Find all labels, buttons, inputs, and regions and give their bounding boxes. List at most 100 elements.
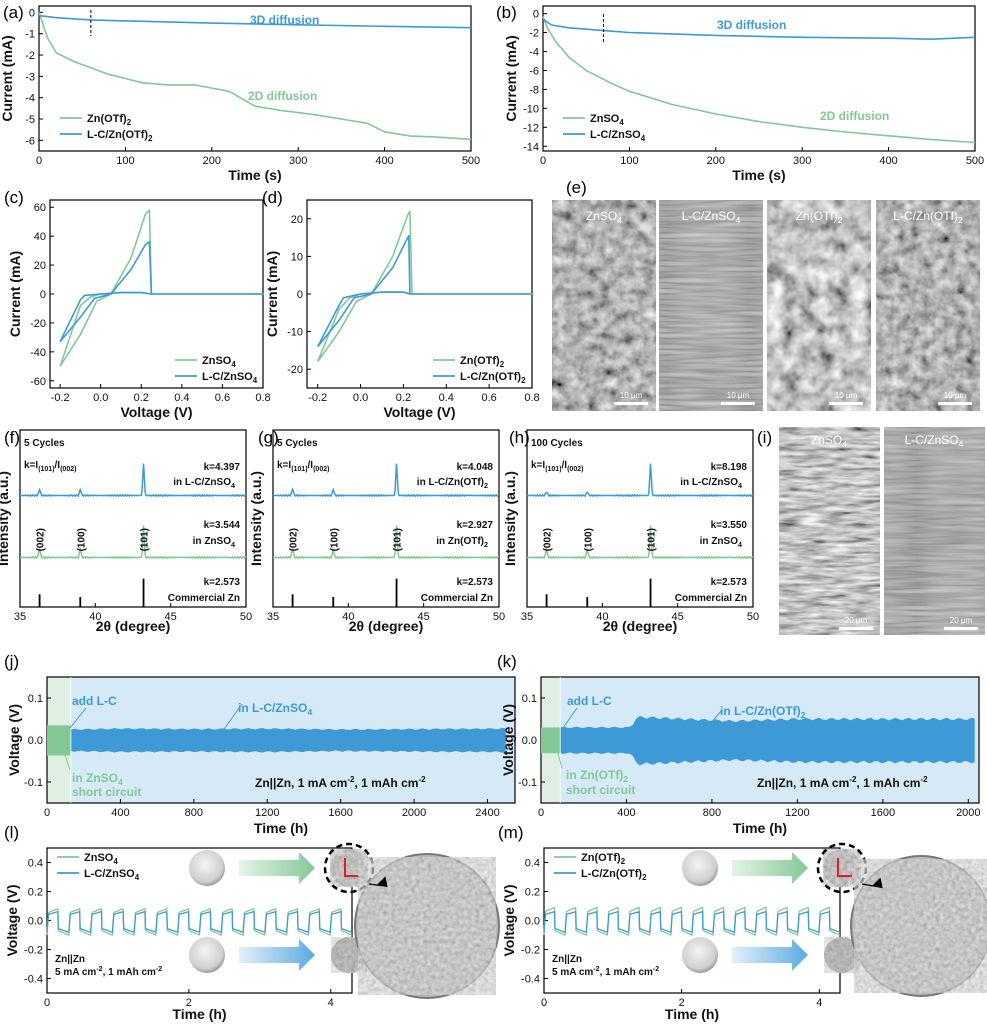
m-arrow-blue	[732, 939, 808, 971]
d-ylabel: Current (mA)	[264, 251, 280, 337]
l-coin-before-top	[189, 850, 225, 886]
h-bot-label: Commercial Zn	[675, 593, 747, 604]
g-k-mid: k=2.927	[457, 520, 494, 531]
f-in-mid-sub: 4	[231, 540, 235, 549]
b-legend-label-1: L-C/ZnSO4	[590, 129, 646, 143]
m-condition-part: 5 mA cm	[552, 967, 593, 978]
e-scale-label: 10 μm	[835, 391, 858, 400]
c-ytick-label: -60	[30, 376, 46, 388]
k-xtick-label: 1600	[871, 807, 895, 819]
g-frame	[272, 429, 500, 608]
j-add-arrow	[69, 707, 87, 729]
h-kdef-part: k=I	[531, 460, 545, 471]
e-sem-label-2-sub: 2	[838, 215, 843, 225]
m-xtick-label: 2	[679, 997, 685, 1009]
g-series-0	[272, 463, 499, 498]
c-xtick-label: 0.0	[93, 392, 108, 404]
i-sem-label-0: ZnSO4	[811, 433, 847, 449]
a-annotation-2d: 2D diffusion	[248, 89, 317, 103]
h-xtick-label: 45	[672, 611, 684, 623]
l-arrow-green	[239, 852, 315, 884]
k-short-label-sub: 2	[623, 774, 628, 784]
h-xtick-label: 50	[747, 611, 759, 623]
f-in-mid: in ZnSO4	[193, 536, 235, 549]
e-sem-texture	[552, 200, 656, 411]
j-xtick-label: 800	[185, 807, 203, 819]
f-kdef: k=I(101)/I(002)	[24, 460, 76, 473]
j-short-arrow	[63, 751, 71, 771]
b-legend-label-1-sub: 4	[641, 134, 646, 143]
g-ylabel: Intensity (a.u.)	[248, 471, 264, 566]
g-kdef-part: (101)	[291, 466, 307, 473]
c-legend-label-0-sub: 4	[231, 360, 236, 369]
f-xtick-label: 40	[89, 611, 101, 623]
b-frame	[542, 5, 976, 152]
l-series-0	[46, 908, 352, 936]
j-short-label: in ZnSO4	[72, 771, 123, 787]
k-axes: 0 400 800 1200 1600 2000 0.1 0.0 -0.1 Time (h) Vol…	[500, 676, 981, 836]
d-legend-label-0-sub: 2	[500, 360, 505, 369]
g-in-mid-base: in Zn(OTf)	[436, 536, 484, 547]
k-condition-part: -2	[920, 775, 928, 784]
a-ytick-label: -2	[25, 50, 35, 62]
l-arrow-blue	[239, 939, 315, 971]
panel-label-h: (h)	[509, 428, 530, 447]
e-scale-label: 10 μm	[727, 391, 750, 400]
h-k-top: k=8.198	[711, 462, 748, 473]
j-xtick-label: 2000	[402, 807, 426, 819]
g-peak-label-0: (002)	[289, 528, 300, 551]
d-xtick-label: 0.6	[481, 392, 496, 404]
l-axes: 0 2 4 0.4 0.2 0.0 -0.2 -0.4 Time (h) Voltage (V)	[4, 847, 353, 1022]
g-peak-label-1: (100)	[329, 528, 340, 551]
c-xtick-label: 0.4	[174, 392, 189, 404]
a-ylabel: Current (mA)	[0, 35, 15, 121]
m-ytick-label: 0.2	[525, 887, 540, 899]
a-annotation-3d: 3D diffusion	[250, 13, 319, 27]
j-condition-part: -2	[418, 775, 426, 784]
l-condition-part: -2	[156, 966, 162, 973]
g-in-top-base: in L-C/Zn(OTf)	[417, 477, 484, 488]
g-kdef: k=I(101)/I(002)	[277, 460, 329, 473]
j-axes: 0 400 800 1200 1600 2000 2400 0.1 0.0 -0.1 Time (h…	[6, 676, 516, 836]
m-legend-label-0-base: Zn(OTf)	[581, 852, 621, 864]
k-condition-part: -2	[849, 775, 857, 784]
c-ytick-label: 20	[34, 260, 46, 272]
j-xlabel: Time (h)	[254, 820, 308, 836]
m-coin-before-bottom	[682, 937, 718, 973]
e-sem-texture	[876, 200, 980, 411]
f-xtick-label: 50	[240, 611, 252, 623]
panel-label-l: (l)	[4, 823, 19, 842]
l-zoom-arrowhead	[377, 876, 388, 887]
e-sem-texture	[767, 200, 871, 411]
e-sem-label-2-base: Zn(OTf)	[796, 209, 838, 223]
h-in-mid: in ZnSO4	[700, 536, 742, 549]
m-condition: 5 mA cm-2, 1 mAh cm-2	[552, 966, 659, 978]
panel-label-d: (d)	[262, 188, 283, 207]
l-red-mark	[344, 858, 359, 877]
k-short-label: in Zn(OTf)2	[566, 768, 628, 784]
g-xlabel: 2θ (degree)	[349, 618, 423, 634]
m-legend-label-1: L-C/Zn(OTf)2	[581, 868, 647, 882]
e-scale-bar	[938, 402, 972, 405]
i-scale-bar	[944, 627, 978, 630]
b-legend-label-1-base: L-C/ZnSO	[590, 129, 641, 141]
d-xtick-label: 0.4	[439, 392, 454, 404]
h-in-top-base: in L-C/ZnSO	[680, 477, 738, 488]
m-coin-after-top-texture	[823, 849, 861, 887]
e-scale-bar	[721, 402, 755, 405]
e-sem-texture	[659, 200, 763, 411]
c-xtick-label: 0.6	[215, 392, 230, 404]
c-ytick-label: 60	[34, 202, 46, 214]
j-short-label-sub: 4	[118, 777, 123, 787]
j-series-0	[47, 724, 71, 757]
e-sem-label-2: Zn(OTf)2	[796, 209, 843, 225]
i-sem-texture	[884, 427, 985, 635]
j-ylabel: Voltage (V)	[6, 704, 22, 776]
i-sem-texture	[779, 427, 880, 635]
g-xtick-label: 45	[418, 611, 430, 623]
m-cell-label: Zn||Zn	[552, 954, 582, 965]
l-legend-label-1-base: L-C/ZnSO	[84, 868, 135, 880]
c-xtick-label: 0.2	[134, 392, 149, 404]
k-ytick-label: 0.0	[522, 735, 537, 747]
